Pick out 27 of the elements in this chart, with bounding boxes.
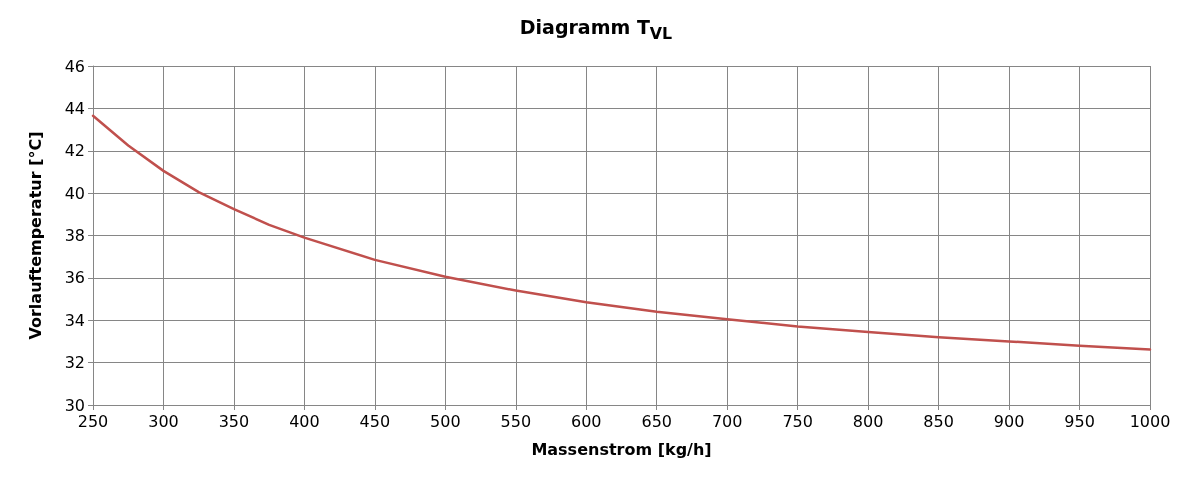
x-tick-label: 850 xyxy=(923,411,954,431)
x-tick-label: 650 xyxy=(641,411,673,431)
x-tick-label: 500 xyxy=(430,411,461,431)
x-tick-label: 750 xyxy=(782,411,813,431)
x-tick-label: 550 xyxy=(500,411,532,431)
y-tick-label: 46 xyxy=(64,56,85,76)
y-axis-title: Vorlauftemperatur [°C] xyxy=(25,131,45,340)
y-tick-label: 38 xyxy=(64,226,85,245)
y-tick-label: 44 xyxy=(64,98,85,118)
x-tick-label: 1000 xyxy=(1129,411,1171,431)
y-tick-label: 40 xyxy=(64,183,85,203)
line-series xyxy=(91,114,1152,351)
x-tick-label: 700 xyxy=(711,411,743,431)
x-tick-label: 800 xyxy=(852,411,884,431)
y-tick-label: 42 xyxy=(64,141,85,161)
y-tick-label: 32 xyxy=(64,353,85,373)
x-tick-label: 900 xyxy=(993,411,1025,431)
chart-title: Diagramm T$_{VL}$ xyxy=(518,16,674,43)
x-tick-label: 400 xyxy=(289,411,320,431)
x-axis-title: Massenstrom [kg/h] xyxy=(531,439,712,459)
y-tick-label: 34 xyxy=(64,310,85,330)
x-tick-label: 350 xyxy=(218,411,250,431)
x-tick-label: 950 xyxy=(1064,411,1095,431)
x-tick-label: 600 xyxy=(570,411,602,431)
y-tick-label: 36 xyxy=(64,268,85,288)
x-tick-label: 450 xyxy=(359,411,391,431)
x-tick-label: 300 xyxy=(148,411,179,431)
